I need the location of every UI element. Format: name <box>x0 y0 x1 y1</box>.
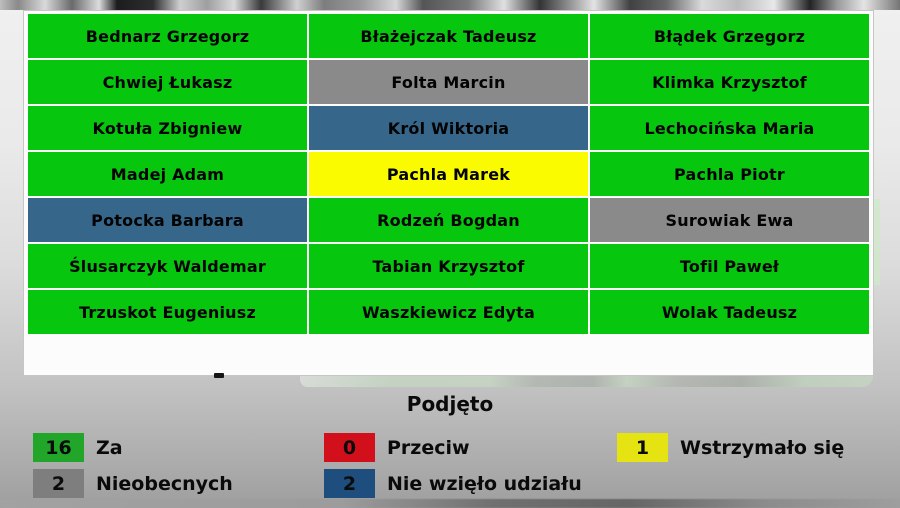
legend-count-badge: 1 <box>617 433 668 462</box>
legend-item: 2 Nie wzięło udziału <box>324 469 582 498</box>
legend-count-badge: 0 <box>324 433 375 462</box>
legend-count-badge: 2 <box>33 469 84 498</box>
voter-cell: Błażejczak Tadeusz <box>309 14 588 58</box>
voter-name: Pachla Piotr <box>674 164 785 184</box>
voter-name: Klimka Krzysztof <box>652 72 807 92</box>
voter-cell: Kotuła Zbigniew <box>28 106 307 150</box>
voter-cell: Tabian Krzysztof <box>309 244 588 288</box>
voter-cell: Ślusarczyk Waldemar <box>28 244 307 288</box>
voting-results-panel: Bednarz Grzegorz Błażejczak Tadeusz Błądek… <box>23 10 874 376</box>
voter-cell: Klimka Krzysztof <box>590 60 869 104</box>
voting-grid: Bednarz Grzegorz Błażejczak Tadeusz Błądek… <box>28 14 869 334</box>
voter-name: Ślusarczyk Waldemar <box>69 256 266 276</box>
voter-cell: Król Wiktoria <box>309 106 588 150</box>
vote-status-title: Podjęto <box>406 392 494 416</box>
voter-cell: Waszkiewicz Edyta <box>309 290 588 334</box>
voter-name: Wolak Tadeusz <box>661 302 798 322</box>
voter-name: Madej Adam <box>110 164 225 184</box>
background-green-sliver <box>874 199 880 285</box>
background-dash-artifact <box>214 373 224 378</box>
voter-cell: Bednarz Grzegorz <box>28 14 307 58</box>
voter-name: Potocka Barbara <box>91 210 244 230</box>
voter-cell: Folta Marcin <box>309 60 588 104</box>
voter-name: Folta Marcin <box>391 72 506 92</box>
voter-name: Błądek Grzegorz <box>653 26 806 46</box>
voter-cell: Chwiej Łukasz <box>28 60 307 104</box>
voter-name: Trzuskot Eugeniusz <box>78 302 257 322</box>
voter-cell: Tofil Paweł <box>590 244 869 288</box>
voter-name: Tabian Krzysztof <box>372 256 525 276</box>
legend-label: Przeciw <box>387 436 470 459</box>
legend-label: Za <box>96 436 123 459</box>
voter-name: Rodzeń Bogdan <box>377 210 520 230</box>
voter-cell: Madej Adam <box>28 152 307 196</box>
voter-cell: Rodzeń Bogdan <box>309 198 588 242</box>
voter-name: Waszkiewicz Edyta <box>362 302 535 322</box>
voter-cell: Trzuskot Eugeniusz <box>28 290 307 334</box>
voter-name: Bednarz Grzegorz <box>85 26 250 46</box>
voter-name: Błażejczak Tadeusz <box>360 26 537 46</box>
voter-name: Król Wiktoria <box>387 118 510 138</box>
legend-label: Wstrzymało się <box>680 436 845 459</box>
voter-cell: Pachla Marek <box>309 152 588 196</box>
legend-count-badge: 2 <box>324 469 375 498</box>
voter-cell: Wolak Tadeusz <box>590 290 869 334</box>
background-ghost-band <box>300 376 873 387</box>
legend-count-badge: 16 <box>33 433 84 462</box>
voter-name: Chwiej Łukasz <box>102 72 233 92</box>
voter-name: Lechocińska Maria <box>644 118 815 138</box>
voter-cell: Pachla Piotr <box>590 152 869 196</box>
voter-name: Kotuła Zbigniew <box>92 118 243 138</box>
voter-name: Tofil Paweł <box>679 256 780 276</box>
legend-item: 2 Nieobecnych <box>33 469 233 498</box>
legend-label: Nieobecnych <box>96 472 233 495</box>
background-bottom-band <box>0 499 900 508</box>
legend-item: 1 Wstrzymało się <box>617 433 844 462</box>
legend-item: 0 Przeciw <box>324 433 470 462</box>
legend-label: Nie wzięło udziału <box>387 472 582 495</box>
voter-name: Surowiak Ewa <box>665 210 794 230</box>
voter-cell: Błądek Grzegorz <box>590 14 869 58</box>
voter-cell: Potocka Barbara <box>28 198 307 242</box>
legend-item: 16 Za <box>33 433 123 462</box>
voter-name: Pachla Marek <box>386 164 511 184</box>
voter-cell: Surowiak Ewa <box>590 198 869 242</box>
background-video-strip <box>0 0 900 10</box>
voter-cell: Lechocińska Maria <box>590 106 869 150</box>
